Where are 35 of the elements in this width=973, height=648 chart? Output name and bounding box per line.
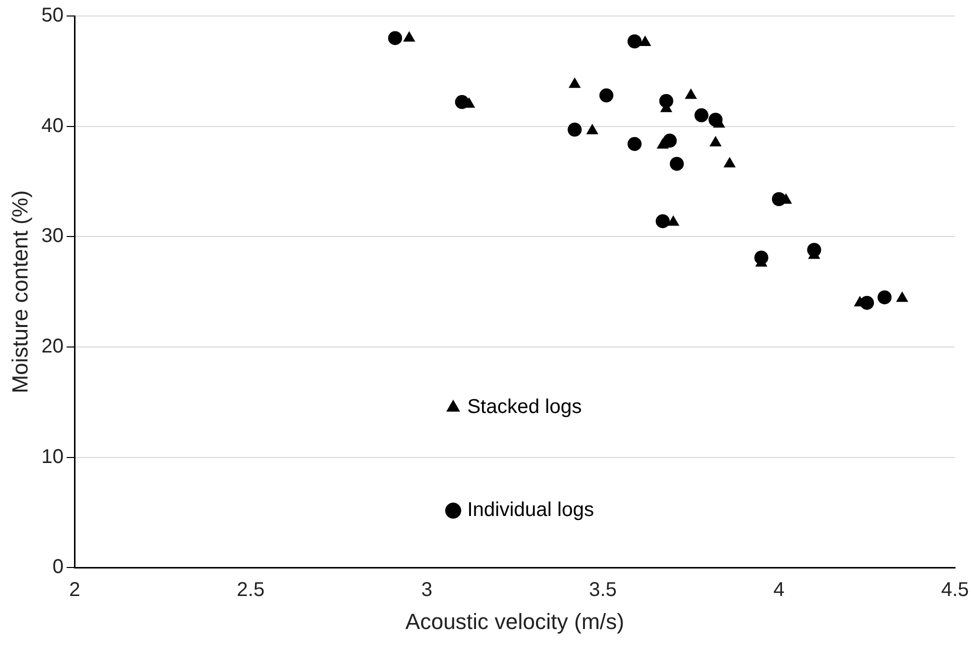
y-tick-label: 0	[52, 556, 64, 578]
point	[878, 290, 892, 304]
point	[639, 35, 652, 46]
point	[628, 136, 642, 151]
x-tick-label: 4	[773, 579, 784, 602]
x-tick-label: 2.5	[236, 579, 265, 602]
point	[656, 214, 670, 228]
point	[568, 122, 582, 137]
point	[568, 77, 581, 88]
legend-label: Individual logs	[467, 499, 594, 522]
point	[896, 291, 908, 302]
point	[656, 138, 669, 149]
x-tick-label: 2	[69, 579, 80, 602]
legend-label: Stacked logs	[467, 396, 582, 418]
x-tick-label: 3.5	[588, 579, 617, 602]
point	[403, 31, 416, 42]
y-tick-label: 50	[41, 4, 64, 27]
point	[709, 136, 722, 146]
point	[724, 156, 736, 168]
point	[667, 215, 680, 226]
y-tick-label: 40	[41, 114, 64, 137]
x-tick-label: 3	[421, 579, 432, 602]
point	[628, 34, 642, 48]
x-tick-label: 4.5	[941, 579, 969, 602]
point	[388, 31, 402, 46]
point	[684, 88, 697, 99]
point	[694, 108, 708, 122]
point	[599, 88, 614, 102]
y-tick-label: 10	[41, 446, 64, 468]
y-axis-title: Moisture content (%)	[7, 190, 32, 394]
y-tick-label: 30	[41, 225, 64, 248]
point	[586, 124, 598, 134]
x-axis-title: Acoustic velocity (m/s)	[405, 608, 624, 634]
y-tick-label: 20	[41, 335, 64, 358]
point	[670, 156, 684, 171]
